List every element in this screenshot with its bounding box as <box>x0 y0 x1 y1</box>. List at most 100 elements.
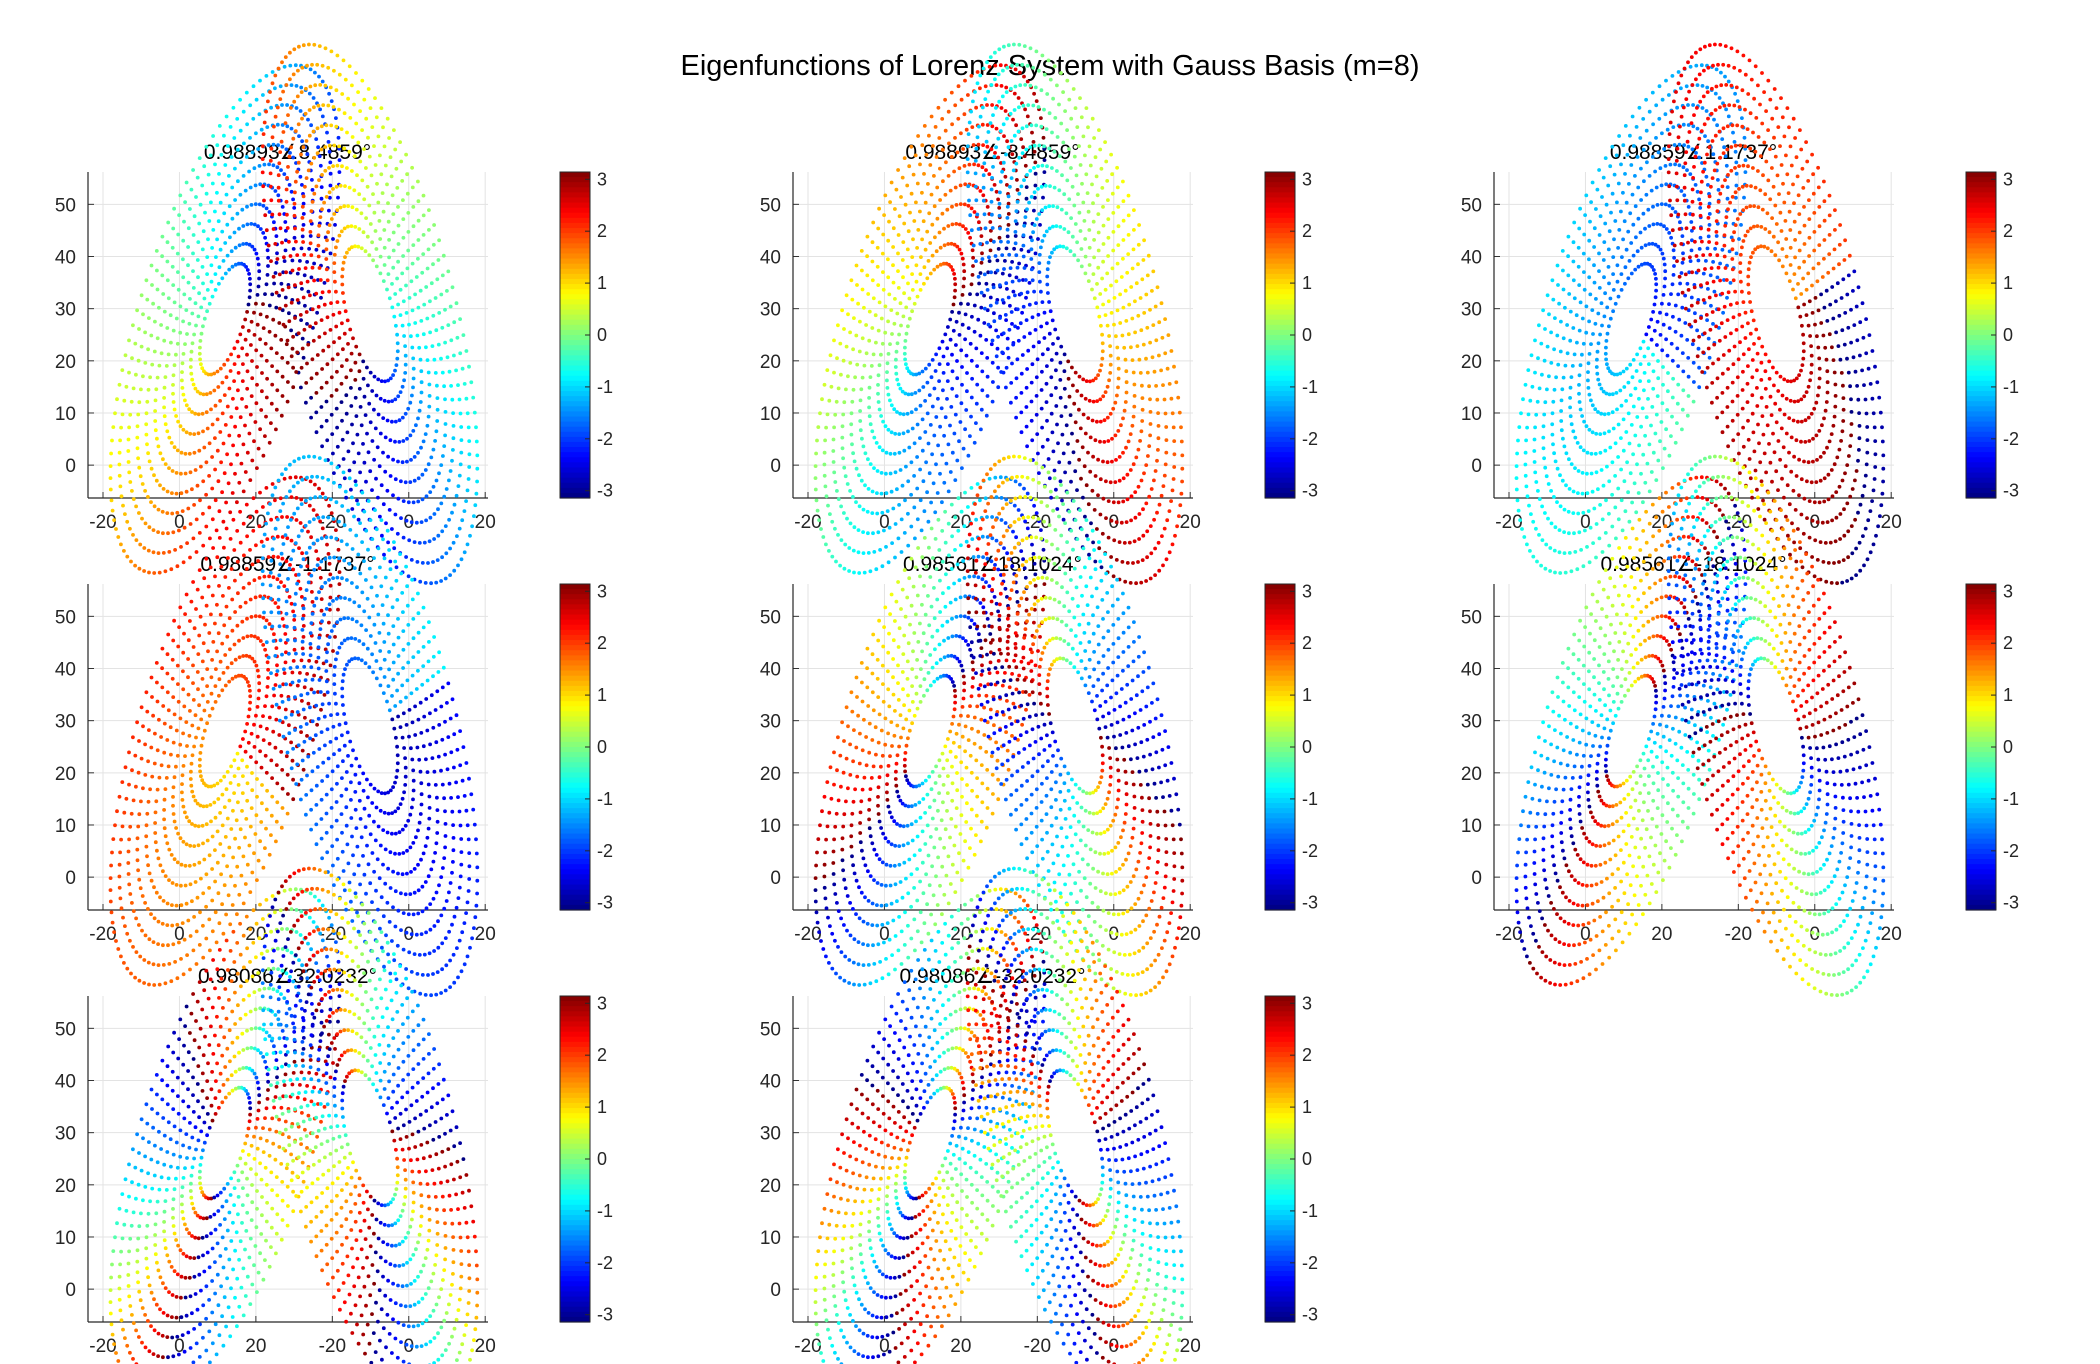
data-point <box>1764 387 1768 391</box>
data-point <box>1058 225 1062 229</box>
data-point <box>342 59 346 63</box>
data-point <box>188 432 192 436</box>
data-point <box>409 458 413 462</box>
data-point <box>311 357 315 361</box>
data-point <box>184 308 188 312</box>
data-point <box>351 205 355 209</box>
data-point <box>1010 322 1014 326</box>
data-point <box>1662 323 1666 327</box>
data-point <box>870 429 874 433</box>
data-point <box>1180 467 1184 471</box>
data-point <box>1602 275 1606 279</box>
data-point <box>1633 268 1637 272</box>
data-point <box>1592 263 1596 267</box>
data-point <box>1736 99 1740 103</box>
data-point <box>1656 359 1660 363</box>
data-point <box>224 423 228 427</box>
data-point <box>832 460 836 464</box>
data-point <box>332 69 336 73</box>
data-point <box>1560 428 1564 432</box>
data-point <box>159 323 163 327</box>
data-point <box>1116 186 1120 190</box>
data-point <box>239 415 243 419</box>
data-point <box>205 392 209 396</box>
data-point <box>310 63 314 67</box>
data-point <box>325 238 329 242</box>
data-point <box>1826 271 1830 275</box>
data-point <box>171 265 175 269</box>
data-point <box>867 339 871 343</box>
data-point <box>309 230 313 234</box>
data-point <box>1533 426 1537 430</box>
data-point <box>1004 153 1008 157</box>
data-point <box>1133 331 1137 335</box>
data-point <box>1033 190 1037 194</box>
data-point <box>1101 260 1105 264</box>
data-point <box>904 339 908 343</box>
data-point <box>1155 511 1159 515</box>
data-point <box>1087 210 1091 214</box>
data-point <box>1048 476 1052 480</box>
data-point <box>928 471 932 475</box>
data-point <box>398 418 402 422</box>
data-point <box>250 320 254 324</box>
data-point <box>1779 375 1783 379</box>
data-point <box>1114 434 1118 438</box>
data-point <box>1727 103 1731 107</box>
data-point <box>171 227 175 231</box>
data-point <box>250 359 254 363</box>
data-point <box>840 538 844 542</box>
data-point <box>467 439 471 443</box>
data-point <box>403 371 407 375</box>
data-point <box>1729 145 1733 149</box>
data-point <box>1667 231 1671 235</box>
data-point <box>345 412 349 416</box>
data-point <box>411 186 415 190</box>
data-point <box>1651 122 1655 126</box>
data-point <box>1661 383 1665 387</box>
data-point <box>1634 510 1638 514</box>
data-point <box>443 434 447 438</box>
data-point <box>1787 191 1791 195</box>
data-point <box>1838 485 1842 489</box>
data-point <box>1069 216 1073 220</box>
data-point <box>876 227 880 231</box>
data-point <box>405 437 409 441</box>
data-point <box>1051 204 1055 208</box>
data-point <box>303 328 307 332</box>
data-point <box>318 108 322 112</box>
data-point <box>242 443 246 447</box>
data-point <box>853 375 857 379</box>
data-point <box>309 123 313 127</box>
data-point <box>315 185 319 189</box>
data-point <box>999 240 1003 244</box>
data-point <box>1707 228 1711 232</box>
data-point <box>1833 462 1837 466</box>
data-point <box>1714 92 1718 96</box>
data-point <box>1059 361 1063 365</box>
data-point <box>935 186 939 190</box>
data-point <box>290 354 294 358</box>
data-point <box>294 180 298 184</box>
data-point <box>110 499 114 503</box>
data-point <box>932 434 936 438</box>
data-point <box>386 541 390 545</box>
data-point <box>449 384 453 388</box>
data-point <box>950 353 954 357</box>
data-point <box>972 143 976 147</box>
data-point <box>970 74 974 78</box>
data-point <box>327 92 331 96</box>
data-point <box>1593 281 1597 285</box>
data-point <box>387 256 391 260</box>
colorbar-segment <box>560 294 590 300</box>
data-point <box>1766 423 1770 427</box>
data-point <box>256 323 260 327</box>
data-point <box>1822 451 1826 455</box>
data-point <box>949 470 953 474</box>
data-point <box>1572 221 1576 225</box>
data-point <box>144 522 148 526</box>
data-point <box>851 347 855 351</box>
data-point <box>1738 313 1742 317</box>
data-point <box>890 181 894 185</box>
data-point <box>391 266 395 270</box>
